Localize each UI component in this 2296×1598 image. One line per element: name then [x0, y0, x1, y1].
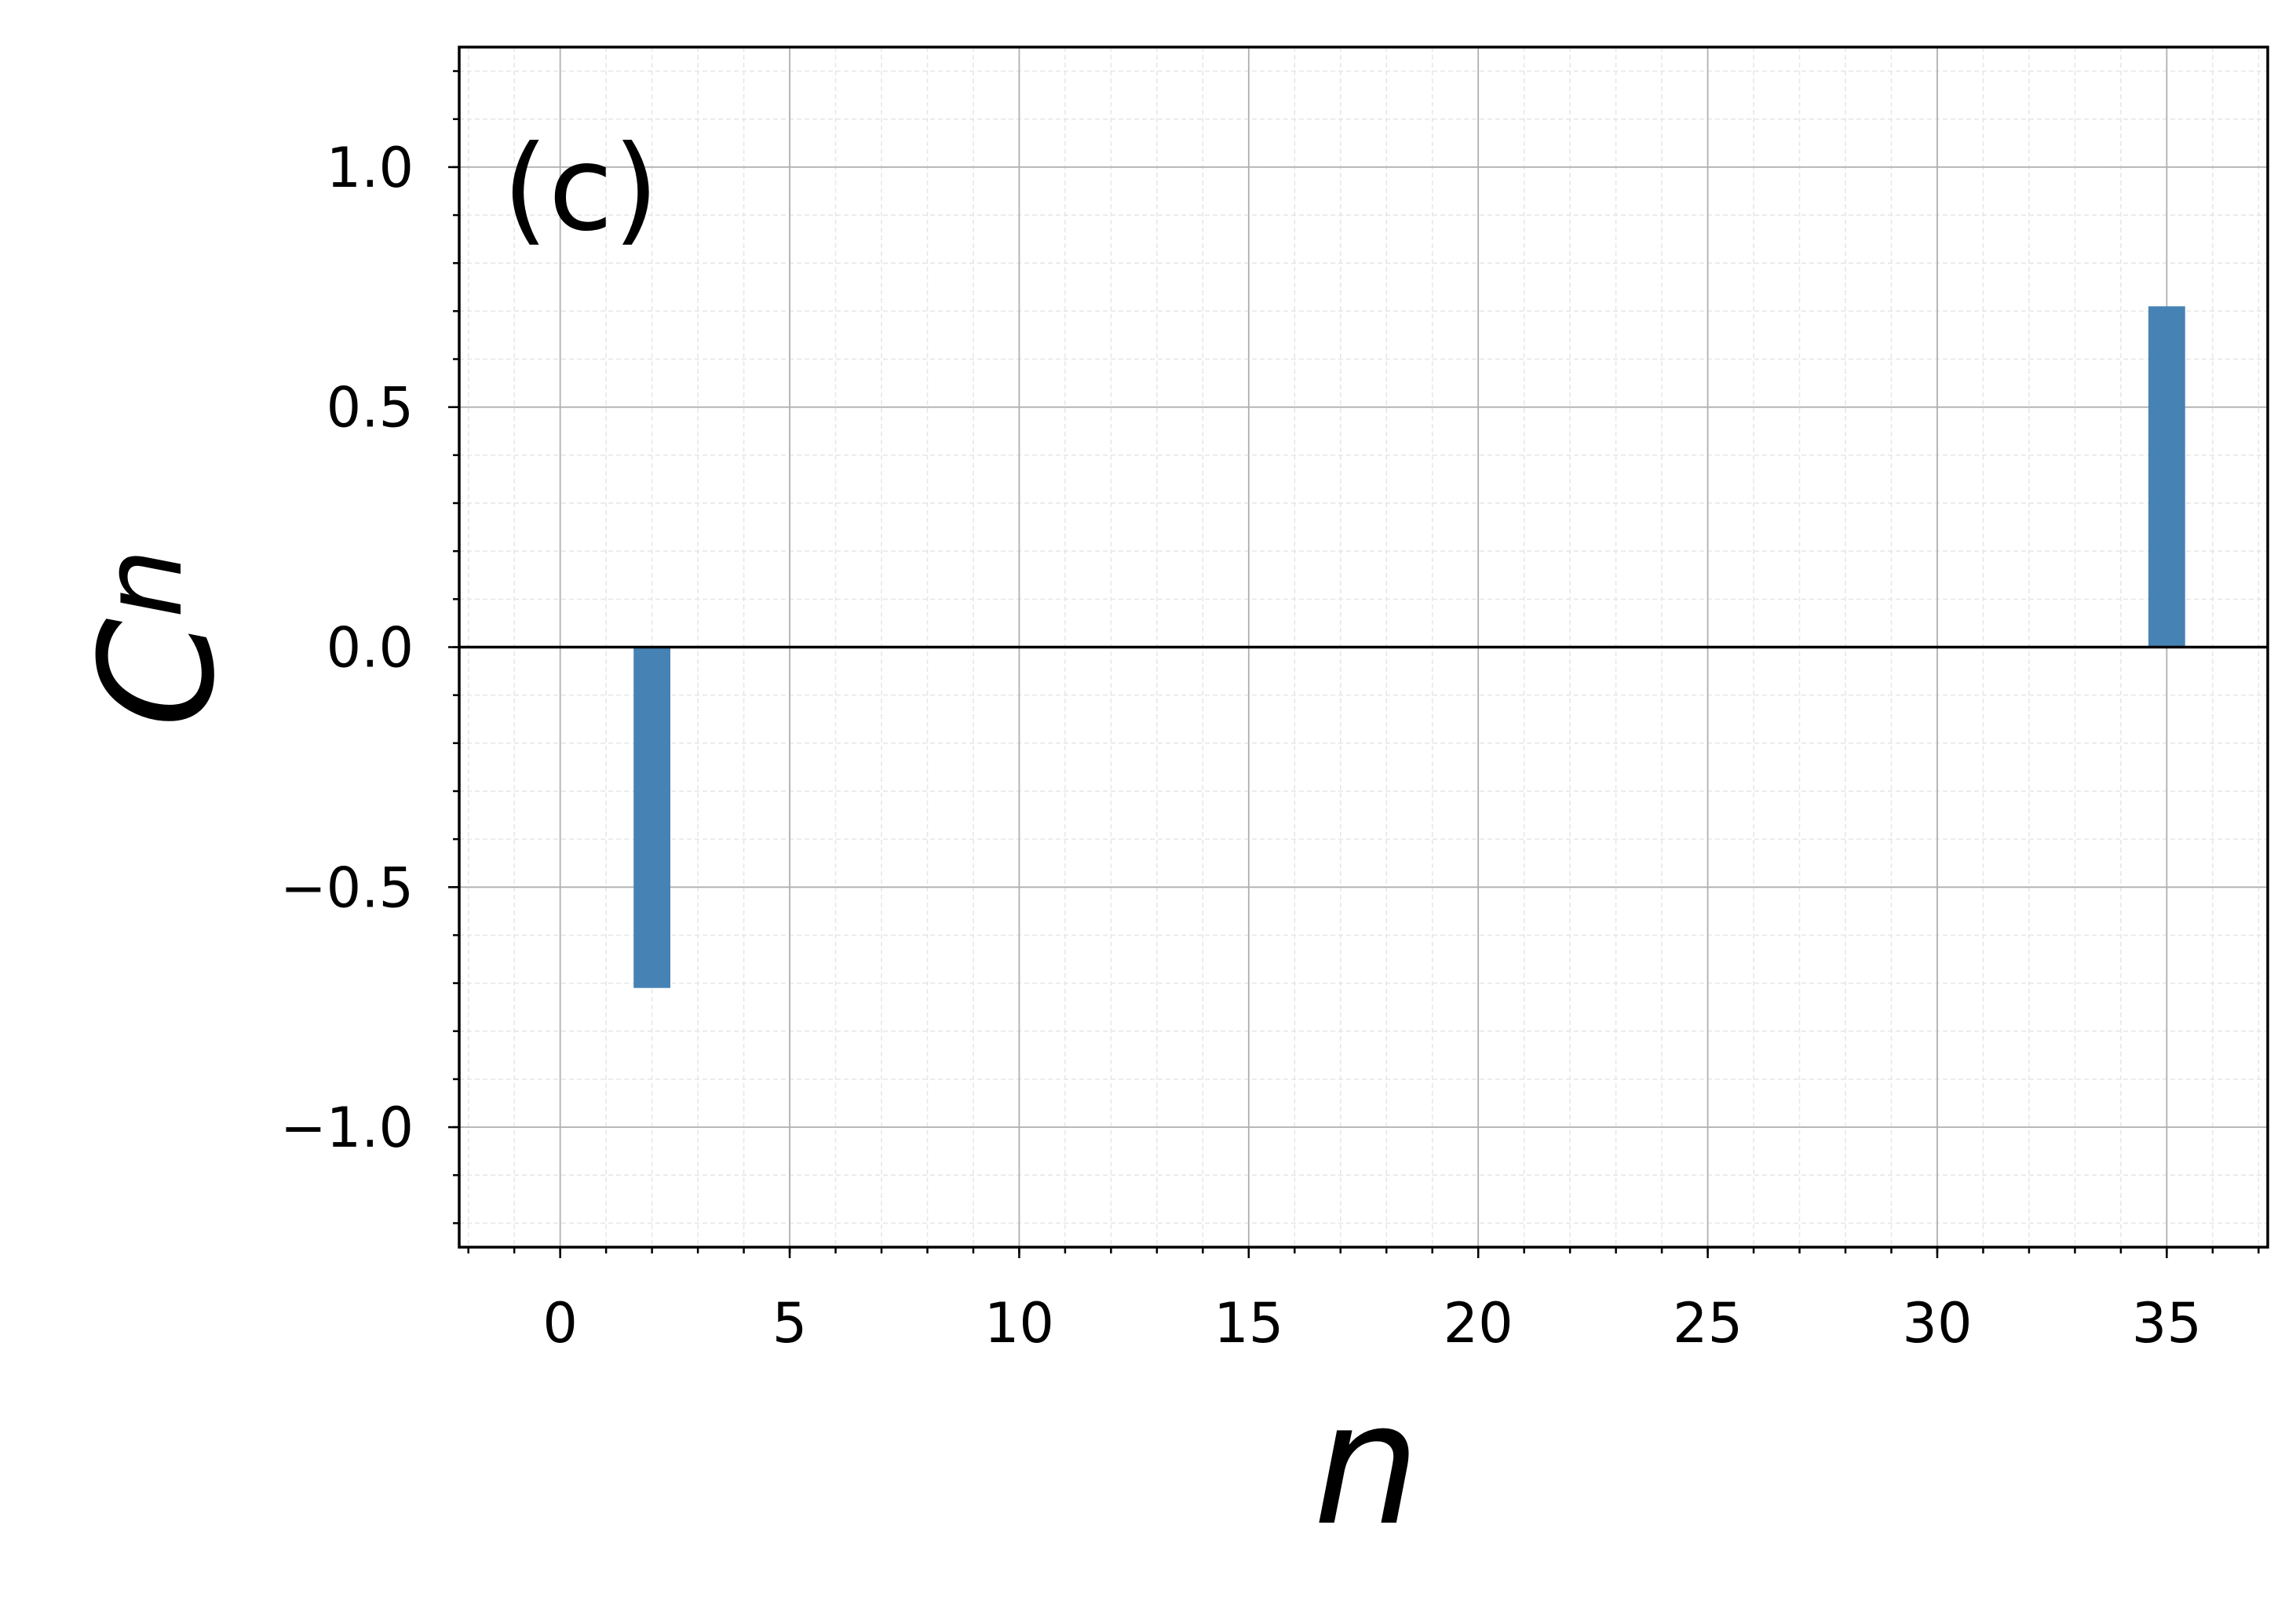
y-tick-label: 1.0	[327, 136, 414, 200]
x-tick-label: 25	[1673, 1291, 1743, 1355]
bar	[2148, 306, 2185, 648]
y-tick-label: 0.0	[327, 616, 414, 680]
marks	[633, 306, 2185, 988]
plot-frame	[458, 46, 2269, 1249]
x-tick-label: 30	[1902, 1291, 1972, 1355]
x-tick-label: 5	[772, 1291, 808, 1355]
x-tick-label: 0	[542, 1291, 578, 1355]
x-tick-label: 15	[1214, 1291, 1283, 1355]
annotation: (c)	[502, 121, 659, 257]
y-axis-label-subscript: n	[79, 549, 207, 618]
axes: 0 5 10 15 20 25 30 35 −1.0 −0.5 0.0 0.5 1.0	[280, 46, 2269, 1355]
bar	[633, 647, 670, 988]
x-tick-label: 20	[1444, 1291, 1513, 1355]
y-axis-label: Cn	[67, 549, 250, 728]
x-tick-label: 35	[2132, 1291, 2202, 1355]
x-axis-label: n	[1313, 1366, 1420, 1563]
y-axis-label-main: C	[67, 618, 250, 728]
x-tick-label: 10	[984, 1291, 1054, 1355]
y-tick-label: 0.5	[327, 376, 414, 440]
y-tick-label: −0.5	[280, 856, 414, 920]
y-tick-label: −1.0	[280, 1096, 414, 1160]
